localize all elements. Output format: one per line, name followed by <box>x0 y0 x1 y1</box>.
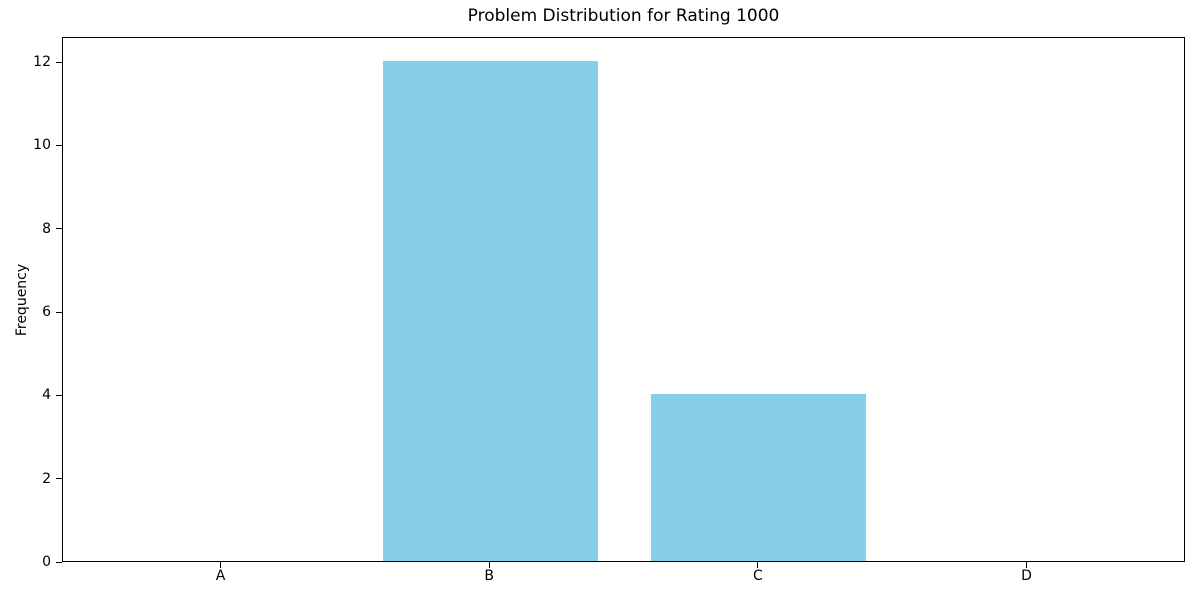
y-tick-label: 10 <box>33 137 51 154</box>
chart-title: Problem Distribution for Rating 1000 <box>467 6 780 26</box>
x-tick-label: C <box>752 568 763 584</box>
y-tick-mark <box>56 61 62 63</box>
bar-B <box>382 61 598 561</box>
y-tick-label: 6 <box>42 304 51 320</box>
y-tick-mark <box>56 144 62 146</box>
x-tick-label: D <box>1021 568 1032 584</box>
y-tick-label: 8 <box>42 220 51 237</box>
y-tick-label: 4 <box>42 387 51 404</box>
y-tick-mark <box>56 394 62 396</box>
y-tick-mark <box>56 228 62 230</box>
y-axis-label: Frequency <box>14 263 30 337</box>
plot-area <box>62 37 1185 562</box>
bar-C <box>651 394 867 561</box>
y-tick-label: 2 <box>42 470 51 487</box>
x-tick-label: B <box>484 568 494 584</box>
x-tick-mark <box>220 562 221 568</box>
y-tick-mark <box>56 561 62 563</box>
y-tick-mark <box>56 478 62 480</box>
x-tick-mark <box>757 562 759 568</box>
y-tick-label: 12 <box>33 54 51 70</box>
x-tick-mark <box>1025 562 1027 568</box>
y-tick-label: 0 <box>42 554 51 570</box>
x-tick-label: A <box>215 568 226 584</box>
y-tick-mark <box>56 311 62 313</box>
x-tick-mark <box>488 562 490 568</box>
